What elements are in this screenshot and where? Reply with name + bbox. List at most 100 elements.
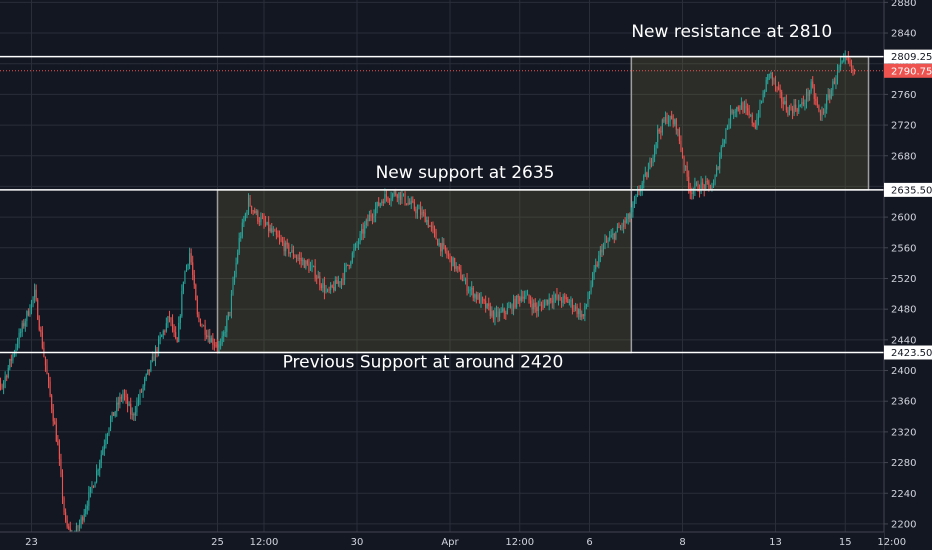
candle-body (133, 413, 135, 416)
candle-body (20, 331, 22, 333)
candle-body (376, 201, 378, 209)
candle-body (3, 382, 5, 388)
time-tick-label: 8 (679, 537, 685, 548)
candle-body (359, 233, 361, 242)
candle-body (751, 114, 753, 123)
candle-body (785, 101, 787, 111)
candle-body (542, 304, 544, 308)
candle-body (32, 297, 34, 301)
candle-body (711, 187, 713, 190)
time-tick-label: 25 (211, 537, 224, 548)
candle-body (116, 402, 118, 412)
candle-body (595, 264, 597, 270)
candle-body (643, 175, 645, 183)
candle-body (511, 304, 513, 311)
candle-body (618, 226, 620, 229)
candle-body (795, 104, 797, 110)
candle-body (801, 102, 803, 106)
candle-body (144, 378, 146, 386)
candle-body (268, 222, 270, 232)
candle-body (804, 102, 806, 104)
candle-body (427, 219, 429, 227)
candle-body (381, 201, 383, 204)
candle-body (7, 367, 9, 378)
candle-body (520, 296, 522, 301)
candle-body (658, 129, 660, 132)
candle-body (221, 336, 223, 345)
candle-body (669, 115, 671, 122)
time-axis-panel[interactable] (0, 532, 884, 550)
price-tick-label: 2600 (891, 213, 916, 224)
candle-body (127, 397, 129, 406)
candle-body (840, 63, 842, 68)
candle-body (531, 303, 533, 310)
candle-body (111, 412, 113, 420)
consolidation-zone (630, 55, 870, 191)
time-tick-label: 15 (839, 537, 852, 548)
candle-body (447, 254, 449, 256)
candle-body (213, 344, 215, 346)
candle-body (192, 262, 194, 275)
candle-body (131, 413, 133, 415)
candle-body (536, 307, 538, 312)
candle-body (102, 449, 104, 455)
candle-body (578, 308, 580, 315)
candle-body (54, 421, 56, 425)
candle-body (616, 226, 618, 232)
candle-body (203, 325, 205, 327)
candle-body (472, 287, 474, 298)
candle-body (182, 281, 184, 291)
candle-body (266, 222, 268, 225)
candle-body (451, 256, 453, 267)
candle-body (249, 197, 251, 206)
candle-body (375, 208, 377, 216)
candle-body (754, 125, 756, 129)
candle-body (243, 219, 245, 223)
candle-body (272, 230, 274, 233)
candle-body (731, 110, 733, 114)
candle-body (638, 190, 640, 192)
price-tick-label: 2280 (891, 458, 916, 469)
candle-body (358, 241, 360, 244)
candle-body (762, 93, 764, 102)
candle-body (619, 226, 622, 229)
candle-body (557, 295, 560, 299)
candle-body (280, 238, 282, 241)
candle-body (60, 459, 62, 475)
candle-body (513, 298, 515, 311)
candle-body (172, 319, 174, 330)
candle-body (421, 212, 423, 215)
candle-body (123, 393, 126, 396)
candle-body (92, 486, 95, 488)
candle-body (559, 295, 561, 301)
candle-body (730, 110, 732, 124)
price-tick-label: 2760 (891, 90, 916, 101)
candle-body (117, 402, 119, 405)
candle-body (218, 344, 220, 348)
candle-body (829, 94, 831, 99)
candle-body (562, 296, 564, 303)
candle-body (17, 343, 19, 348)
candle-body (475, 294, 477, 300)
candle-body (423, 212, 425, 213)
candle-body (778, 87, 780, 90)
candle-body (398, 192, 400, 198)
candle-body (709, 184, 711, 190)
candle-body (18, 332, 20, 344)
candle-body (79, 523, 81, 528)
price-tick-label: 2560 (891, 243, 916, 254)
candle-body (637, 190, 639, 196)
candle-body (234, 273, 236, 283)
candle-body (497, 311, 499, 317)
price-axis-panel[interactable] (884, 0, 932, 550)
candle-body (584, 306, 586, 317)
candle-body (420, 208, 422, 215)
candle-body (387, 197, 389, 201)
price-tick-label: 2840 (891, 29, 916, 40)
level-price-badge-bg (884, 182, 932, 197)
candle-body (364, 225, 366, 234)
candle-body (650, 160, 653, 164)
candle-body (460, 269, 462, 280)
candle-body (765, 79, 767, 92)
